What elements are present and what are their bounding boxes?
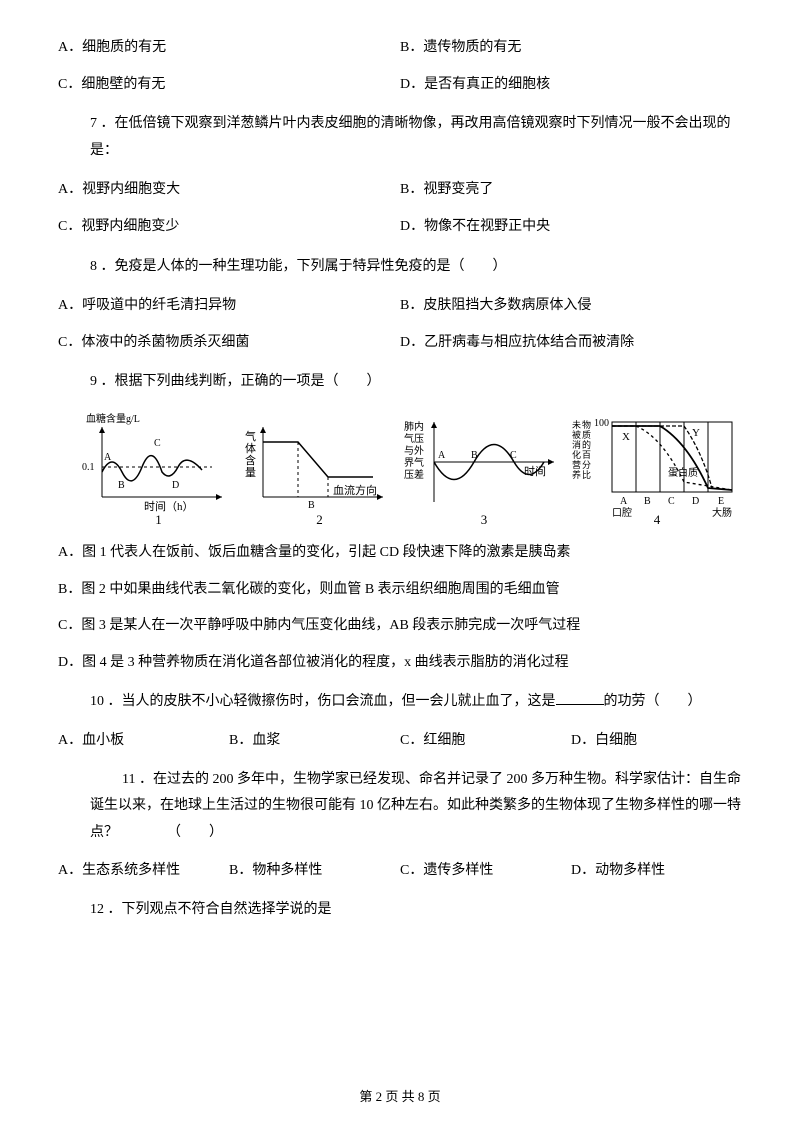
svg-text:血糖含量g/L: 血糖含量g/L (86, 412, 140, 425)
svg-text:C: C (668, 496, 675, 507)
q11-options: A．生态系统多样性 B．物种多样性 C．遗传多样性 D．动物多样性 (58, 854, 742, 889)
q10-opt-a: A．血小板 (58, 728, 229, 755)
q8-opt-c: C．体液中的杀菌物质杀灭细菌 (58, 325, 400, 362)
svg-text:质: 质 (582, 429, 591, 440)
q8-options: A．呼吸道中的纤毛清扫异物 B．皮肤阻挡大多数病原体入侵 C．体液中的杀菌物质杀… (58, 288, 742, 361)
q11-stem: 11 ．在过去的 200 多年中，生物学家已经发现、命名并记录了 200 多万种… (58, 759, 742, 855)
q10-stem-a: 10 ．当人的皮肤不小心轻微擦伤时，伤口会流血，但一会儿就止血了，这是 (90, 694, 556, 709)
q6-opt-a: A．细胞质的有无 (58, 30, 400, 67)
svg-text:消: 消 (572, 439, 581, 450)
svg-text:A: A (438, 450, 446, 461)
svg-text:C: C (154, 438, 161, 449)
svg-text:A: A (620, 496, 628, 507)
chart-3-num: 3 (481, 508, 488, 533)
svg-text:E: E (718, 496, 724, 507)
svg-text:B: B (471, 450, 478, 461)
svg-text:X: X (622, 431, 630, 443)
chart-2: 气体 含量 B 血流方向 2 (243, 412, 396, 517)
q9-charts: 血糖含量g/L 0.1 A B C D 时间（h） 1 气体 含量 B 血流方向… (58, 404, 742, 521)
q8-opt-a: A．呼吸道中的纤毛清扫异物 (58, 288, 400, 325)
chart-2-num: 2 (316, 508, 323, 533)
fill-blank (556, 691, 604, 705)
chart-1: 血糖含量g/L 0.1 A B C D 时间（h） 1 (82, 412, 235, 517)
svg-text:含: 含 (245, 453, 256, 467)
page-footer: 第 2 页 共 8 页 (0, 1085, 800, 1110)
q11-opt-b: B．物种多样性 (229, 858, 400, 885)
svg-text:压差: 压差 (404, 468, 424, 481)
svg-text:比: 比 (582, 469, 591, 480)
q9-opt-d: D．图 4 是 3 种营养物质在消化道各部位被消化的程度，x 曲线表示脂肪的消化… (58, 645, 742, 682)
svg-text:D: D (172, 480, 179, 491)
svg-text:时间（h）: 时间（h） (144, 500, 194, 512)
q9-opt-b: B．图 2 中如果曲线代表二氧化碳的变化，则血管 B 表示组织细胞周围的毛细血管 (58, 572, 742, 609)
svg-text:被: 被 (572, 429, 581, 440)
chart-1-num: 1 (155, 508, 162, 533)
chart-4: 未物 被质 消的 化百 营分 养比 100 X Y 蛋白质 A B C D E … (572, 412, 742, 517)
svg-text:100: 100 (594, 418, 609, 429)
q7-stem: 7 ．在低倍镜下观察到洋葱鳞片叶内表皮细胞的清晰物像，再改用高倍镜观察时下列情况… (58, 103, 742, 172)
svg-text:D: D (692, 496, 699, 507)
svg-text:未: 未 (572, 419, 581, 430)
q7-opt-a: A．视野内细胞变大 (58, 172, 400, 209)
svg-text:化: 化 (572, 449, 581, 460)
svg-text:蛋白质: 蛋白质 (668, 466, 698, 479)
q12-stem: 12 ．下列观点不符合自然选择学说的是 (58, 889, 742, 932)
svg-text:C: C (510, 450, 517, 461)
svg-text:大肠: 大肠 (712, 506, 732, 519)
q7-options: A．视野内细胞变大 B．视野变亮了 C．视野内细胞变少 D．物像不在视野正中央 (58, 172, 742, 245)
svg-text:气压: 气压 (404, 432, 424, 445)
q11-opt-a: A．生态系统多样性 (58, 858, 229, 885)
svg-text:百: 百 (582, 450, 591, 460)
chart-3: 肺内气压 与外界气 压差 A B C 时间 3 (404, 412, 564, 517)
svg-text:B: B (644, 496, 651, 507)
q10-opt-d: D．白细胞 (571, 728, 742, 755)
svg-text:界气: 界气 (404, 456, 424, 469)
svg-text:与外: 与外 (404, 445, 424, 457)
q9-opt-c: C．图 3 是某人在一次平静呼吸中肺内气压变化曲线，AB 段表示肺完成一次呼气过… (58, 608, 742, 645)
svg-text:时间: 时间 (524, 465, 546, 478)
svg-text:0.1: 0.1 (82, 462, 95, 473)
q7-opt-b: B．视野变亮了 (400, 172, 742, 209)
svg-text:分: 分 (582, 460, 591, 470)
svg-text:A: A (104, 452, 112, 463)
svg-text:B: B (308, 500, 315, 511)
q7-opt-d: D．物像不在视野正中央 (400, 209, 742, 246)
q6-opt-b: B．遗传物质的有无 (400, 30, 742, 67)
q8-opt-b: B．皮肤阻挡大多数病原体入侵 (400, 288, 742, 325)
svg-text:物: 物 (582, 419, 591, 430)
q6-options: A．细胞质的有无 B．遗传物质的有无 C．细胞壁的有无 D．是否有真正的细胞核 (58, 30, 742, 103)
svg-text:养: 养 (572, 469, 581, 480)
svg-text:血流方向: 血流方向 (333, 483, 377, 497)
q8-stem: 8 ．免疫是人体的一种生理功能，下列属于特异性免疫的是（ ） (58, 246, 742, 289)
q10-opt-c: C．红细胞 (400, 728, 571, 755)
svg-text:口腔: 口腔 (612, 506, 632, 519)
svg-text:体: 体 (245, 441, 256, 455)
svg-text:B: B (118, 480, 125, 491)
q9-stem: 9 ．根据下列曲线判断，正确的一项是（ ） (58, 361, 742, 404)
svg-text:的: 的 (582, 439, 591, 450)
q10-stem: 10 ．当人的皮肤不小心轻微擦伤时，伤口会流血，但一会儿就止血了，这是 的功劳（ … (58, 681, 742, 724)
svg-text:量: 量 (245, 466, 256, 479)
svg-text:Y: Y (692, 427, 700, 439)
q11-opt-d: D．动物多样性 (571, 858, 742, 885)
q8-opt-d: D．乙肝病毒与相应抗体结合而被清除 (400, 325, 742, 362)
svg-text:肺内: 肺内 (404, 420, 424, 433)
q10-stem-b: 的功劳（ ） (604, 694, 702, 709)
q6-opt-c: C．细胞壁的有无 (58, 67, 400, 104)
q11-opt-c: C．遗传多样性 (400, 858, 571, 885)
chart-4-num: 4 (654, 508, 661, 533)
svg-text:营: 营 (572, 459, 581, 470)
q10-opt-b: B．血浆 (229, 728, 400, 755)
q10-options: A．血小板 B．血浆 C．红细胞 D．白细胞 (58, 724, 742, 759)
q9-opt-a: A．图 1 代表人在饭前、饭后血糖含量的变化，引起 CD 段快速下降的激素是胰岛… (58, 535, 742, 572)
svg-text:气: 气 (245, 429, 256, 443)
q6-opt-d: D．是否有真正的细胞核 (400, 67, 742, 104)
q7-opt-c: C．视野内细胞变少 (58, 209, 400, 246)
